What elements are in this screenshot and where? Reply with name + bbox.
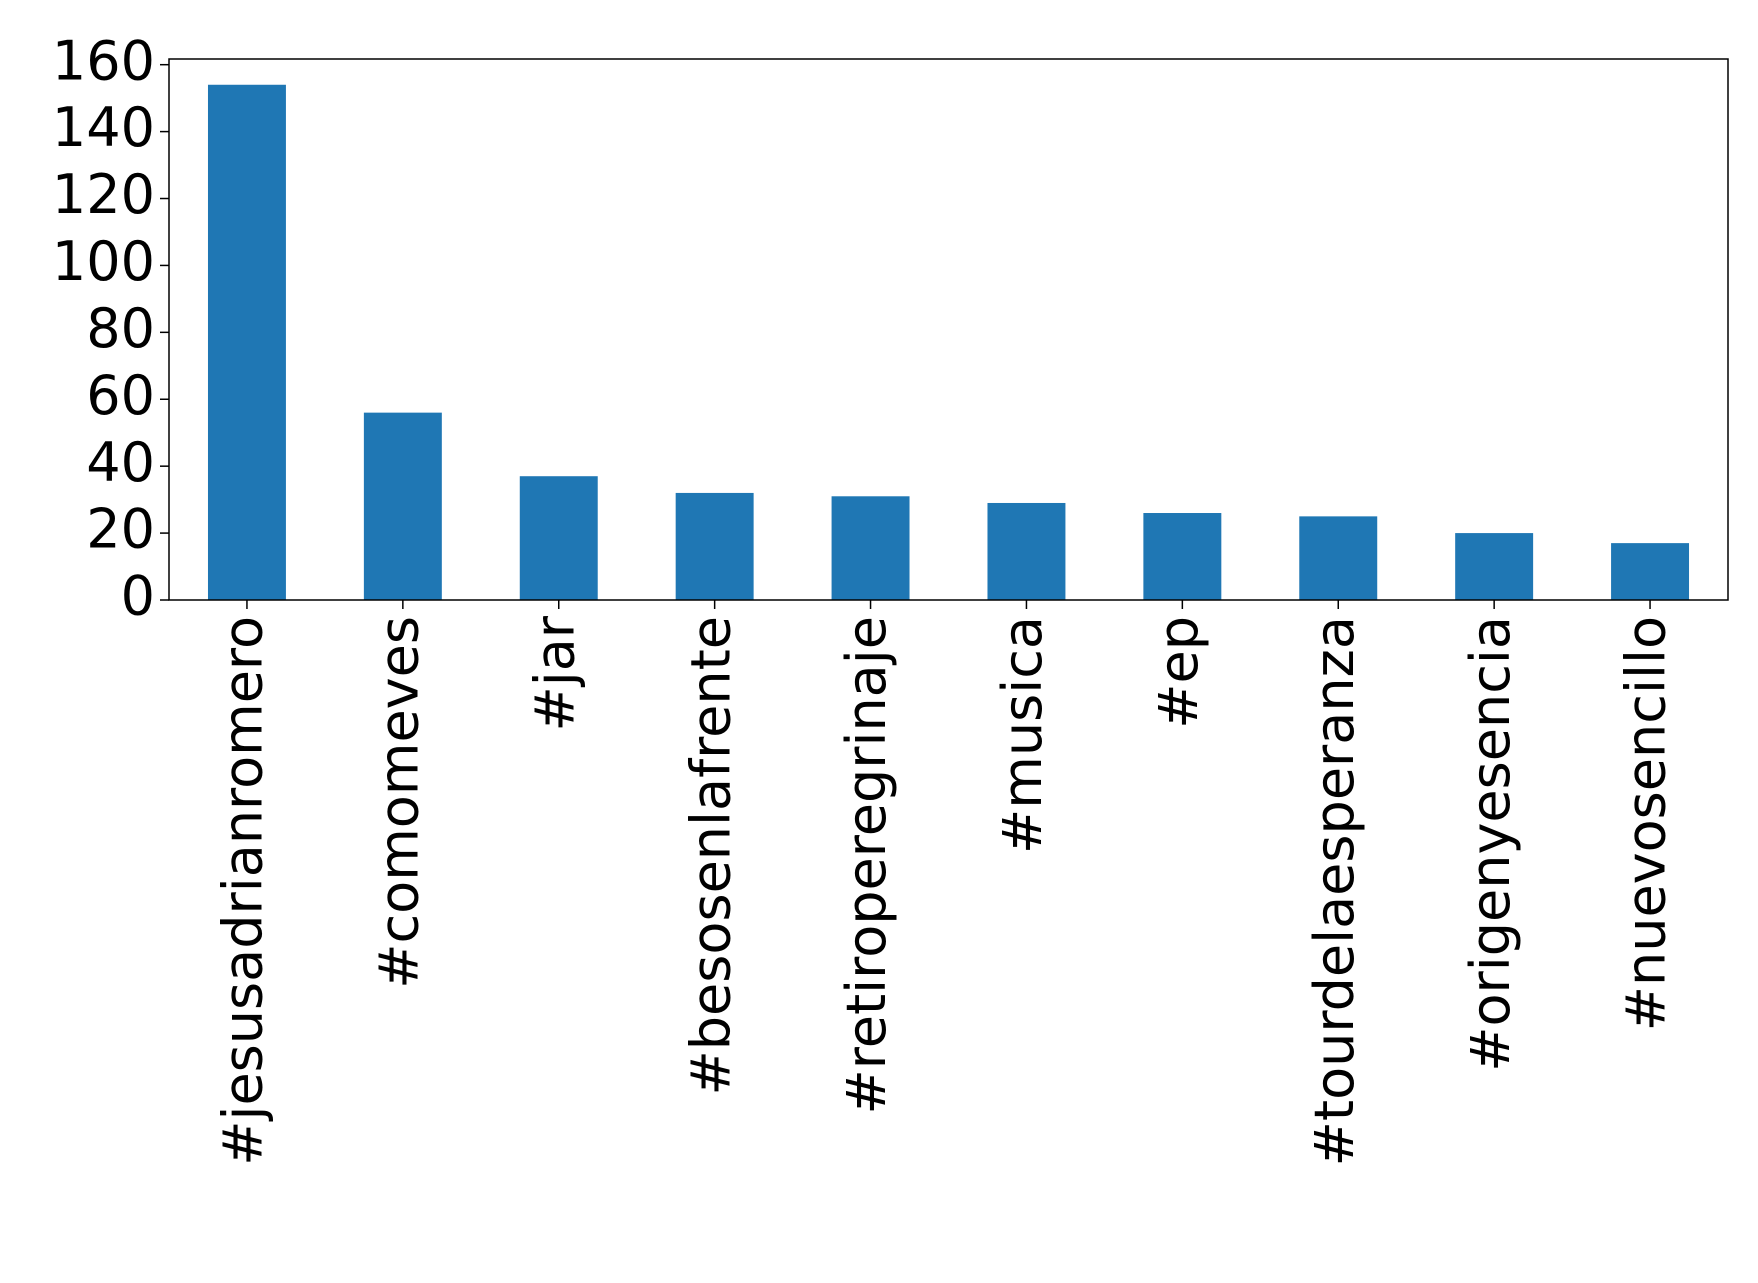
x-tick-label: #jesusadrianromero <box>212 616 275 1166</box>
bar <box>207 84 286 600</box>
y-tick-label: 80 <box>86 297 155 360</box>
bar <box>1299 516 1378 600</box>
y-tick-label: 160 <box>52 29 155 92</box>
y-tick-label: 100 <box>52 230 155 293</box>
plot-frame <box>168 58 1729 601</box>
bar <box>1611 543 1690 600</box>
x-tick-label: #musica <box>991 616 1054 854</box>
bar <box>987 502 1066 600</box>
bar <box>519 476 598 600</box>
bar <box>1143 513 1222 600</box>
y-tick-label: 60 <box>86 364 155 427</box>
bar <box>363 412 442 600</box>
bar <box>675 492 754 600</box>
bar <box>831 496 910 600</box>
x-tick-label: #besosenlafrente <box>679 616 742 1095</box>
x-tick-label: #retiroperegrinaje <box>835 616 898 1114</box>
y-tick-label: 40 <box>86 431 155 494</box>
x-tick-label: #origenyesencia <box>1459 616 1522 1072</box>
y-tick-label: 120 <box>52 163 155 226</box>
y-tick-label: 0 <box>121 565 155 628</box>
y-tick-label: 20 <box>86 498 155 561</box>
x-tick-label: #comomeves <box>367 616 430 989</box>
x-tick-label: #jar <box>523 615 586 731</box>
x-tick-label: #nuevosencillo <box>1615 616 1678 1031</box>
bar <box>1455 533 1534 600</box>
y-tick-label: 140 <box>52 96 155 159</box>
x-tick-label: #tourdelaesperanza <box>1303 616 1366 1166</box>
x-tick-label: #ep <box>1147 616 1210 729</box>
